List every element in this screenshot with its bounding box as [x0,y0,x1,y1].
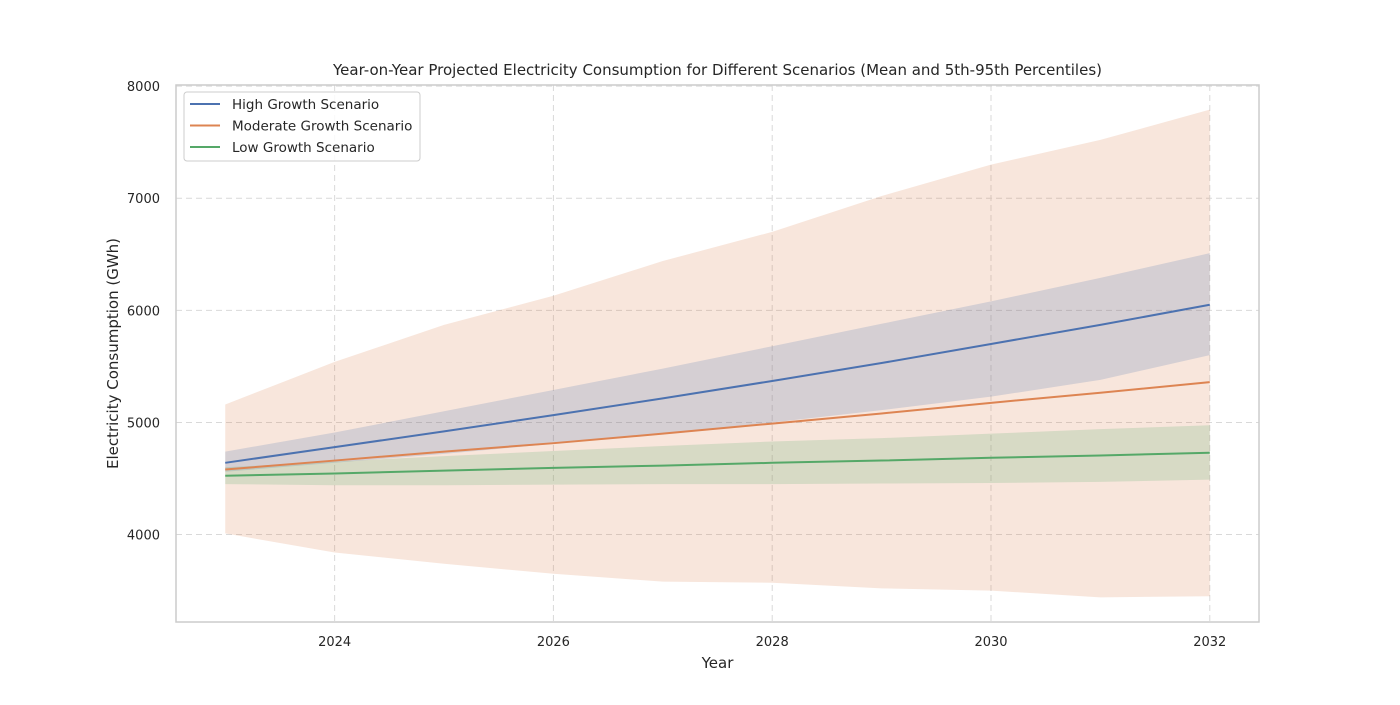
series-line-low [225,451,1210,477]
x-tick-label: 2026 [537,635,570,650]
y-axis-label: Electricity Consumption (GWh) [104,238,122,469]
x-tick-label: 2028 [756,635,789,650]
y-tick-label: 6000 [127,304,160,319]
y-axis-ticks: 4000 5000 6000 7000 8000 [127,80,160,543]
percentile-band-high [225,253,1210,472]
series-line-high [225,303,1210,464]
legend-label-low: Low Growth Scenario [232,140,375,156]
legend-label-high: High Growth Scenario [232,97,379,113]
y-tick-label: 7000 [127,192,160,207]
series-line-moderate [225,381,1210,471]
x-axis-ticks: 2024 2026 2028 2030 2032 [318,635,1226,650]
x-tick-label: 2030 [974,635,1007,650]
legend-label-moderate: Moderate Growth Scenario [232,119,412,135]
legend-box [183,91,421,162]
x-tick-label: 2032 [1193,635,1226,650]
x-tick-label: 2024 [318,635,351,650]
y-tick-label: 4000 [127,529,160,544]
chart-title: Year-on-Year Projected Electricity Consu… [332,61,1102,79]
legend: High Growth Scenario Moderate Growth Scen… [183,91,421,162]
mean-lines [225,303,1210,477]
percentile-band-moderate [225,109,1210,598]
y-tick-label: 5000 [127,416,160,431]
y-tick-label: 8000 [127,80,160,95]
grid-lines [176,85,1259,622]
x-axis-label: Year [701,654,735,672]
plot-frame [175,84,1260,623]
